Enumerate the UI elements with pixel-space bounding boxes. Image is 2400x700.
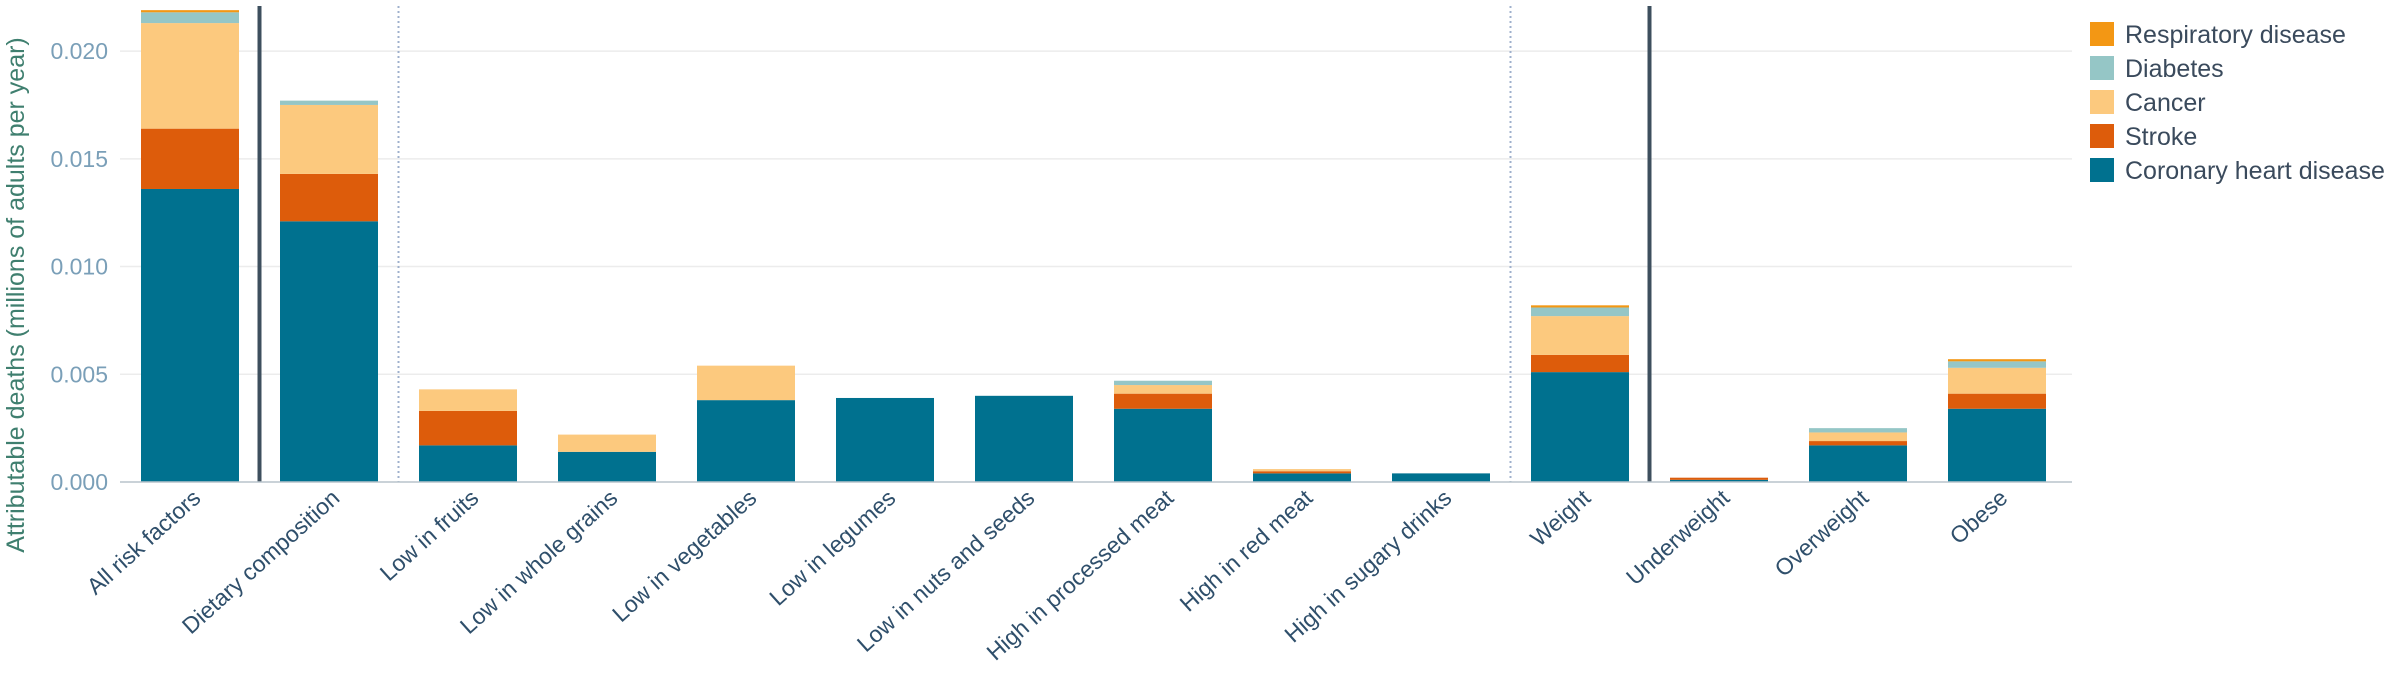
bar-stack — [975, 395, 1073, 482]
bar-segment — [1809, 432, 1907, 442]
legend-swatch — [2090, 56, 2114, 80]
bar-segment — [1531, 354, 1629, 373]
bar-segment — [1114, 385, 1212, 394]
bar-segment — [1948, 367, 2046, 394]
x-category-label: Low in fruits — [375, 484, 484, 585]
legend-item[interactable]: Cancer — [2090, 89, 2206, 117]
legend-swatch — [2090, 90, 2114, 114]
y-tick-label: 0.010 — [50, 254, 108, 280]
bar-segment — [1392, 473, 1490, 482]
bar-stack — [1392, 473, 1490, 482]
bar-segment — [1114, 380, 1212, 386]
x-category-label: Overweight — [1769, 484, 1873, 582]
bar-stack — [1809, 428, 1907, 482]
legend-label: Respiratory disease — [2125, 21, 2346, 49]
legend: Respiratory disease Diabetes Cancer Stroke C… — [2090, 21, 2385, 185]
bar-segment — [1253, 473, 1351, 482]
legend-item[interactable]: Stroke — [2090, 123, 2197, 151]
y-tick-label: 0.000 — [50, 469, 108, 495]
legend-swatch — [2090, 158, 2114, 182]
x-category-label: Dietary composition — [177, 484, 344, 638]
bar-segment — [1948, 361, 2046, 368]
bar-stack — [280, 100, 378, 483]
x-category-label: Low in whole grains — [455, 484, 623, 638]
group-separators — [257, 6, 1652, 482]
y-tick-label: 0.005 — [50, 361, 108, 387]
bar-segment — [1809, 428, 1907, 433]
bar-segment — [558, 434, 656, 452]
bar-segment — [1809, 441, 1907, 446]
legend-label: Diabetes — [2125, 55, 2224, 83]
bar-segment — [280, 221, 378, 483]
bar-segment — [1948, 359, 2046, 362]
bar-stack — [419, 389, 517, 482]
bar-stack — [1114, 380, 1212, 482]
bar-segment — [1114, 393, 1212, 409]
bar-stack — [836, 397, 934, 482]
bar-stack — [1670, 477, 1768, 482]
y-axis-ticks: 0.000 0.005 0.010 0.015 0.020 — [50, 38, 108, 495]
x-category-label: High in red meat — [1175, 484, 1318, 617]
bar-stack — [1948, 359, 2046, 482]
bar-segment — [280, 104, 378, 174]
bar-stack — [558, 434, 656, 482]
bar-segment — [836, 397, 934, 482]
bar-segment — [280, 100, 378, 105]
bar-stack — [1531, 305, 1629, 482]
bar-segment — [1531, 316, 1629, 355]
bar-stack — [141, 10, 239, 482]
bar-segment — [1253, 471, 1351, 474]
bar-segment — [419, 389, 517, 411]
bar-segment — [141, 12, 239, 24]
bar-segment — [558, 451, 656, 482]
bar-segment — [1948, 393, 2046, 409]
legend-item[interactable]: Respiratory disease — [2090, 21, 2346, 49]
bar-segment — [419, 445, 517, 482]
gridlines — [120, 50, 2072, 376]
bar-segment — [280, 173, 378, 222]
x-category-label: Obese — [1945, 484, 2013, 549]
x-category-label: Weight — [1525, 484, 1596, 551]
bar-segment — [1670, 477, 1768, 480]
legend-swatch — [2090, 22, 2114, 46]
bar-segment — [141, 128, 239, 189]
legend-swatch — [2090, 124, 2114, 148]
bar-segment — [141, 10, 239, 13]
bar-segment — [141, 23, 239, 129]
bars — [141, 10, 2046, 483]
bar-segment — [697, 400, 795, 482]
bar-segment — [419, 410, 517, 446]
bar-segment — [697, 365, 795, 401]
bar-segment — [1531, 305, 1629, 308]
bar-segment — [1253, 469, 1351, 472]
x-category-label: Underweight — [1621, 484, 1735, 590]
legend-item[interactable]: Coronary heart disease — [2090, 157, 2385, 185]
x-category-label: Low in vegetables — [607, 484, 761, 627]
x-category-label: All risk factors — [82, 484, 206, 599]
bar-segment — [1114, 408, 1212, 482]
bar-segment — [141, 188, 239, 482]
legend-label: Cancer — [2125, 89, 2206, 117]
legend-label: Stroke — [2125, 123, 2197, 151]
bar-segment — [975, 395, 1073, 482]
bar-segment — [1809, 445, 1907, 482]
legend-label: Coronary heart disease — [2125, 157, 2385, 185]
bar-stack — [697, 365, 795, 482]
legend-item[interactable]: Diabetes — [2090, 55, 2224, 83]
x-category-label: Low in legumes — [764, 484, 900, 610]
y-axis-label: Attributable deaths (millions of adults … — [2, 37, 30, 553]
bar-segment — [1670, 479, 1768, 482]
bar-segment — [1531, 307, 1629, 317]
bar-segment — [1948, 408, 2046, 482]
y-tick-label: 0.020 — [50, 38, 108, 64]
bar-stack — [1253, 469, 1351, 482]
y-tick-label: 0.015 — [50, 146, 108, 172]
bar-segment — [1531, 372, 1629, 482]
